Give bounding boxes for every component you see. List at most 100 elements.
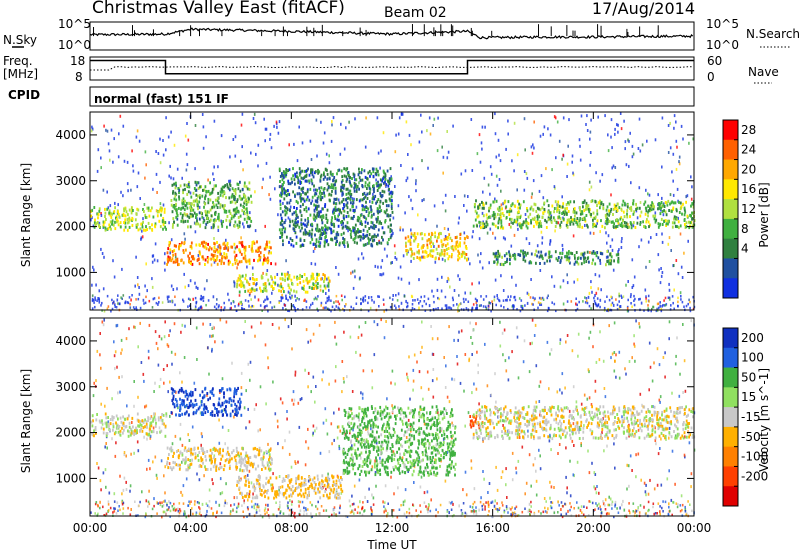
echo-cell [509,254,511,258]
echo-cell [332,222,335,226]
scatter-cell [121,348,123,352]
scatter-cell [373,300,375,304]
echo-cell [125,210,128,214]
echo-cell [543,209,546,213]
scatter-cell [361,396,364,400]
scatter-cell [679,232,682,236]
scatter-cell [402,324,405,328]
echo-cell [313,287,315,290]
echo-cell [216,199,219,203]
scatter-cell [566,175,568,178]
scatter-cell [510,419,513,423]
echo-cell [234,258,236,262]
echo-cell [658,223,661,227]
scatter-cell [202,322,204,326]
scatter-cell [294,309,297,313]
scatter-cell [507,132,509,136]
echo-cell [305,198,308,202]
ground-cell [662,304,664,307]
echo-cell [190,208,193,212]
echo-cell [331,216,333,220]
echo-cell [652,202,655,206]
echo-cell [244,277,247,281]
ground-cell [298,298,300,301]
echo-cell [162,223,165,227]
scatter-cell [194,230,197,234]
scatter-cell [234,135,237,139]
scatter-cell [174,352,177,356]
echo-cell [196,181,199,185]
scatter-cell [402,254,405,258]
ground-cell [618,306,621,310]
scatter-cell [478,133,481,137]
scatter-cell [312,424,315,428]
ground-cell [608,298,611,302]
echo-cell [390,229,393,233]
echo-cell [337,169,340,173]
scatter-cell [144,150,147,154]
scatter-cell [120,190,122,194]
echo-cell [305,230,307,234]
echo-cell [372,184,375,188]
echo-cell [206,210,209,214]
scatter-cell [340,223,343,227]
echo-cell [605,222,608,226]
ground-cell [217,305,220,309]
scatter-cell [454,195,456,198]
echo-cell [332,229,335,233]
echo-cell [311,228,314,232]
ground-cell [648,300,650,303]
echo-cell [304,290,307,294]
scatter-cell [525,481,528,485]
echo-cell [311,170,314,174]
scatter-cell [571,154,574,158]
echo-cell [200,241,203,245]
ground-cell [127,301,130,305]
scatter-cell [365,440,368,444]
echo-cell [251,241,254,245]
echo-cell [377,180,379,184]
echo-cell [482,214,485,218]
echo-cell [388,192,391,196]
scatter-cell [112,160,114,164]
scatter-cell [343,147,346,151]
scatter-cell [175,192,178,196]
echo-cell [297,215,299,219]
scatter-cell [355,205,358,209]
echo-cell [335,179,338,183]
scatter-cell [288,430,291,434]
scatter-cell [528,453,531,457]
echo-cell [675,209,678,213]
echo-cell [379,200,382,204]
echo-cell [281,278,284,282]
echo-cell [102,220,105,224]
scatter-cell [551,168,553,172]
ground-cell [474,297,477,301]
frequency-panel: Freq. [MHz] 18 8 60 0 Nave [3,54,779,84]
scatter-cell [323,131,326,135]
scatter-cell [91,127,94,131]
echo-cell [225,253,228,257]
echo-cell [190,202,193,206]
echo-cell [446,252,449,256]
scatter-cell [322,141,325,145]
echo-cell [340,185,343,189]
echo-cell [319,233,322,237]
scatter-cell [292,390,295,394]
echo-cell [455,243,458,247]
echo-cell [343,183,346,187]
scatter-cell [212,325,214,329]
ground-cell [129,306,132,309]
ground-cell [111,298,113,302]
scatter-cell [525,237,528,241]
scatter-cell [264,127,267,131]
echo-cell [379,191,382,195]
echo-cell [367,214,370,218]
scatter-cell [675,167,678,171]
scatter-cell [539,454,541,458]
scatter-cell [471,391,473,395]
ground-cell [660,309,663,313]
echo-cell [345,198,347,202]
ground-cell [295,299,297,302]
scatter-cell [527,429,529,433]
